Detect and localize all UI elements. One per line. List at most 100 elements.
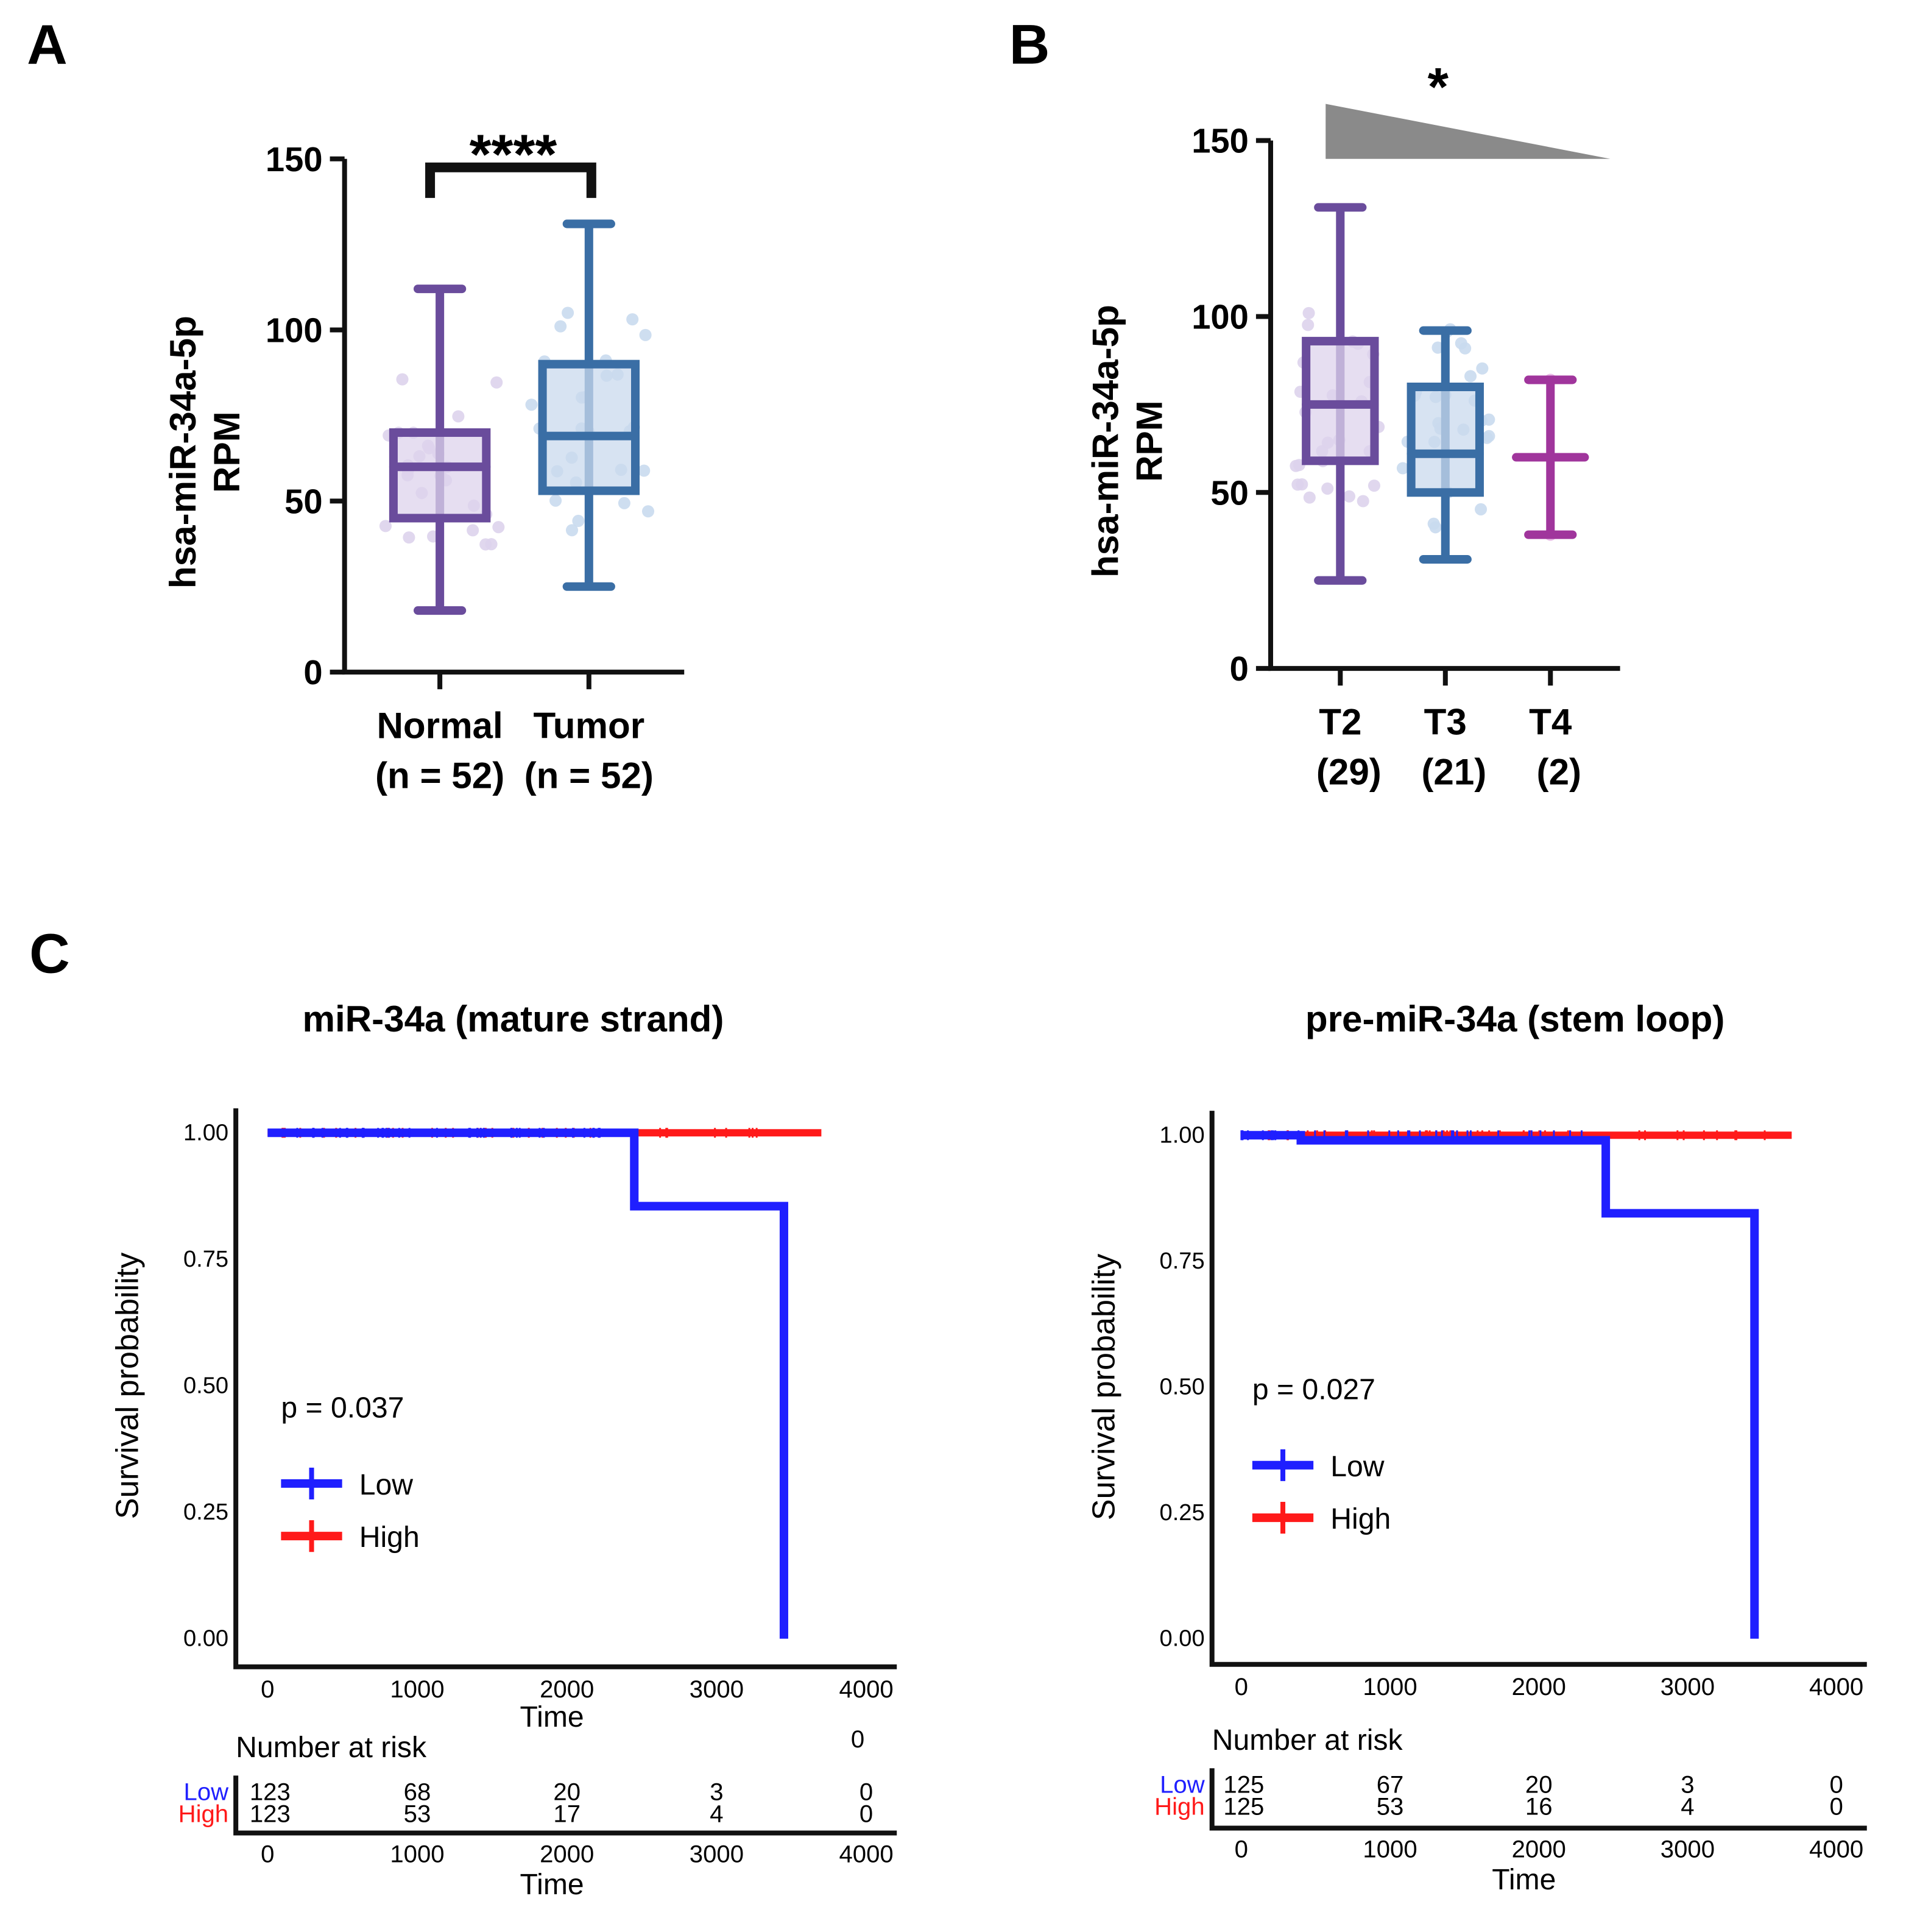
risk-count: 4 [710,1800,723,1827]
legend-label-low: Low [359,1468,414,1501]
plot-title: pre-miR-34a (stem loop) [1305,999,1725,1039]
risk-table-axes [233,1775,897,1836]
group-n-label: (21) [1421,752,1486,793]
data-point [485,538,498,551]
risk-count: 0 [1829,1771,1843,1798]
risk-x-tick-label: 1000 [1363,1836,1417,1863]
x-tick-label: 4000 [1809,1674,1863,1700]
y-tick-label: 150 [1191,122,1249,160]
survival-curve-low [267,1128,788,1639]
data-point [492,521,505,534]
x-tick-label: 4000 [839,1676,893,1703]
risk-x-tick-label: 2000 [540,1841,594,1868]
risk-x-tick-label: 3000 [690,1841,744,1868]
data-point [1302,319,1315,331]
risk-count: 20 [1525,1771,1553,1798]
box [1407,382,1484,497]
y-tick-label: 0.75 [1160,1248,1205,1274]
risk-x-axis-label: Time [520,1868,584,1901]
data-point [1396,462,1409,475]
risk-count: 123 [250,1800,291,1827]
x-tick-label: T3 [1424,701,1467,742]
data-point [626,313,639,326]
y-tick-label: 100 [266,311,323,350]
x-tick-label: T2 [1319,701,1361,742]
x-tick-label: 1000 [1363,1674,1417,1700]
box [538,359,640,495]
risk-x-axis-label: Time [1492,1863,1556,1896]
km-plot-mature: miR-34a (mature strand) 0.00 0.25 0.50 0.75 1… [110,999,897,1901]
data-point [1343,490,1355,503]
risk-count: 67 [1377,1771,1404,1798]
data-point [379,520,392,533]
data-point [639,328,652,341]
y-tick-label: 0.00 [1160,1626,1205,1652]
risk-count: 0 [859,1778,873,1805]
boxplot-panel-a: 0 50 100 150 hsa-miR-34a-5p RPM Normal (n = 52)… [163,122,685,796]
panel-label-b: B [1009,12,1050,76]
y-tick-label: 50 [1210,473,1248,512]
risk-count: 20 [553,1778,581,1805]
risk-table-title: Number at risk [236,1731,427,1764]
data-point [1459,342,1472,355]
data-point [1321,482,1334,495]
risk-count: 3 [1681,1771,1694,1798]
data-point [1483,430,1495,442]
y-tick-label: 0 [1230,649,1249,688]
box-normal [379,285,505,615]
box-tumor [525,219,655,591]
y-tick-label: 0.00 [183,1626,228,1652]
km-plot-stem-loop: pre-miR-34a (stem loop) 0.00 0.25 0.50 0.75 1… [1086,999,1867,1896]
x-tick-label: 2000 [1512,1674,1566,1700]
risk-x-tick-label: 4000 [839,1841,893,1868]
x-axis-label: Time [520,1700,584,1733]
risk-count: 123 [250,1778,291,1805]
risk-count: 68 [404,1778,431,1805]
x-tick-label: 0 [1235,1674,1248,1700]
y-axis-label: Survival probability [110,1253,146,1519]
risk-row-label-high: High [178,1800,229,1827]
data-point [1476,362,1489,375]
data-point [565,524,579,537]
x-tick-label: 3000 [1661,1674,1715,1700]
y-axis-label: Survival probability [1086,1254,1121,1520]
legend-label-high: High [359,1521,420,1554]
data-point [1475,503,1488,515]
data-point [396,373,409,386]
y-tick-label: 1.00 [1160,1122,1205,1148]
x-tick-label: Normal [376,705,503,746]
panel-label-c: C [29,922,70,985]
risk-row-label-high: High [1154,1793,1205,1820]
y-tick-label: 1.00 [183,1120,228,1145]
axes [1209,1111,1867,1667]
risk-table-title: Number at risk [1212,1724,1403,1757]
risk-count: 53 [1377,1793,1404,1820]
survival-curve-low [1241,1131,1759,1639]
legend-label-low: Low [1330,1450,1385,1483]
y-tick-label: 0.50 [183,1373,228,1398]
y-tick-label: 0.75 [183,1247,228,1272]
risk-count: 16 [1525,1793,1553,1820]
risk-count: 125 [1223,1793,1264,1820]
box [389,428,491,523]
y-tick-label: 0.25 [183,1499,228,1525]
decreasing-trend-triangle [1325,104,1611,159]
risk-count: 53 [404,1800,431,1827]
group-n-label: (2) [1537,752,1582,793]
data-point [490,376,503,389]
y-tick-label: 100 [1191,298,1249,336]
x-tick-label: 3000 [690,1676,744,1703]
legend-label-high: High [1330,1502,1391,1535]
data-point [1429,521,1442,534]
risk-x-tick-label: 0 [1235,1836,1248,1863]
risk-x-tick-label: 4000 [1809,1836,1863,1863]
risk-row-label-low: Low [184,1778,230,1805]
data-point [1303,491,1316,504]
y-axis-label: hsa-miR-34a-5p RPM [163,316,247,589]
y-tick-label: 0.25 [1160,1500,1205,1526]
data-point [549,494,562,507]
risk-count: 0 [859,1800,873,1827]
risk-x-tick-label: 2000 [1512,1836,1566,1863]
data-point [1368,479,1380,492]
